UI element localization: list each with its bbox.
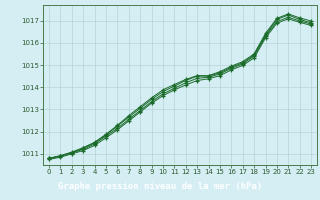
Text: Graphe pression niveau de la mer (hPa): Graphe pression niveau de la mer (hPa) (58, 182, 262, 191)
